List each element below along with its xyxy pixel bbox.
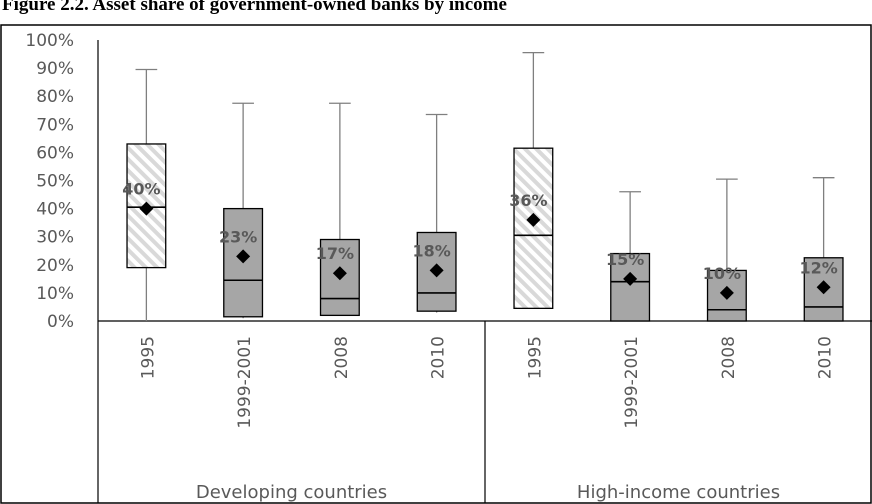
group-label: Developing countries (196, 482, 387, 503)
mean-marker (526, 212, 541, 227)
y-tick-label: 0% (47, 312, 74, 332)
y-tick-label: 40% (36, 200, 74, 220)
mean-value-label: 17% (316, 244, 354, 263)
category-tick-label: 1995 (525, 336, 545, 379)
y-tick-label: 50% (36, 172, 74, 192)
mean-value-label: 18% (412, 241, 450, 260)
y-tick-label: 80% (36, 87, 74, 107)
category-tick-label: 2008 (332, 336, 352, 379)
box-iqr (610, 252, 651, 322)
mean-marker (623, 271, 638, 286)
mean-marker (332, 266, 347, 281)
mean-value-label: 40% (122, 180, 160, 199)
mean-value-label: 10% (703, 264, 741, 283)
box-iqr (416, 231, 457, 312)
box-iqr (706, 269, 747, 322)
category-tick-label: 2010 (429, 336, 449, 379)
category-tick-label: 2008 (719, 336, 739, 379)
mean-marker (236, 249, 251, 264)
mean-marker (719, 285, 734, 300)
mean-value-label: 36% (509, 191, 547, 210)
chart-frame (0, 24, 872, 504)
mean-value-label: 15% (606, 250, 644, 269)
y-tick-label: 30% (36, 228, 74, 248)
category-tick-label: 1999-2001 (235, 336, 255, 429)
mean-marker (816, 280, 831, 295)
mean-value-label: 12% (799, 258, 837, 277)
category-tick-label: 1995 (138, 336, 158, 379)
y-tick-label: 70% (36, 115, 74, 135)
mean-marker (429, 263, 444, 278)
category-tick-label: 1999-2001 (622, 336, 642, 429)
box-iqr (513, 147, 554, 310)
mean-value-label: 23% (219, 227, 257, 246)
y-tick-label: 100% (25, 31, 74, 51)
group-label: High-income countries (577, 482, 780, 503)
mean-marker (139, 201, 154, 216)
y-tick-label: 60% (36, 143, 74, 163)
chart-title: Figure 2.2. Asset share of government-ow… (2, 0, 507, 15)
y-tick-label: 10% (36, 284, 74, 304)
plot-area: 0% 10% 20% 30% 40% 50% 60% 70% 80% 90% 100% Develop… (25, 31, 872, 503)
y-tick-label: 20% (36, 256, 74, 276)
category-tick-label: 2010 (816, 336, 836, 379)
y-tick-label: 90% (36, 59, 74, 79)
